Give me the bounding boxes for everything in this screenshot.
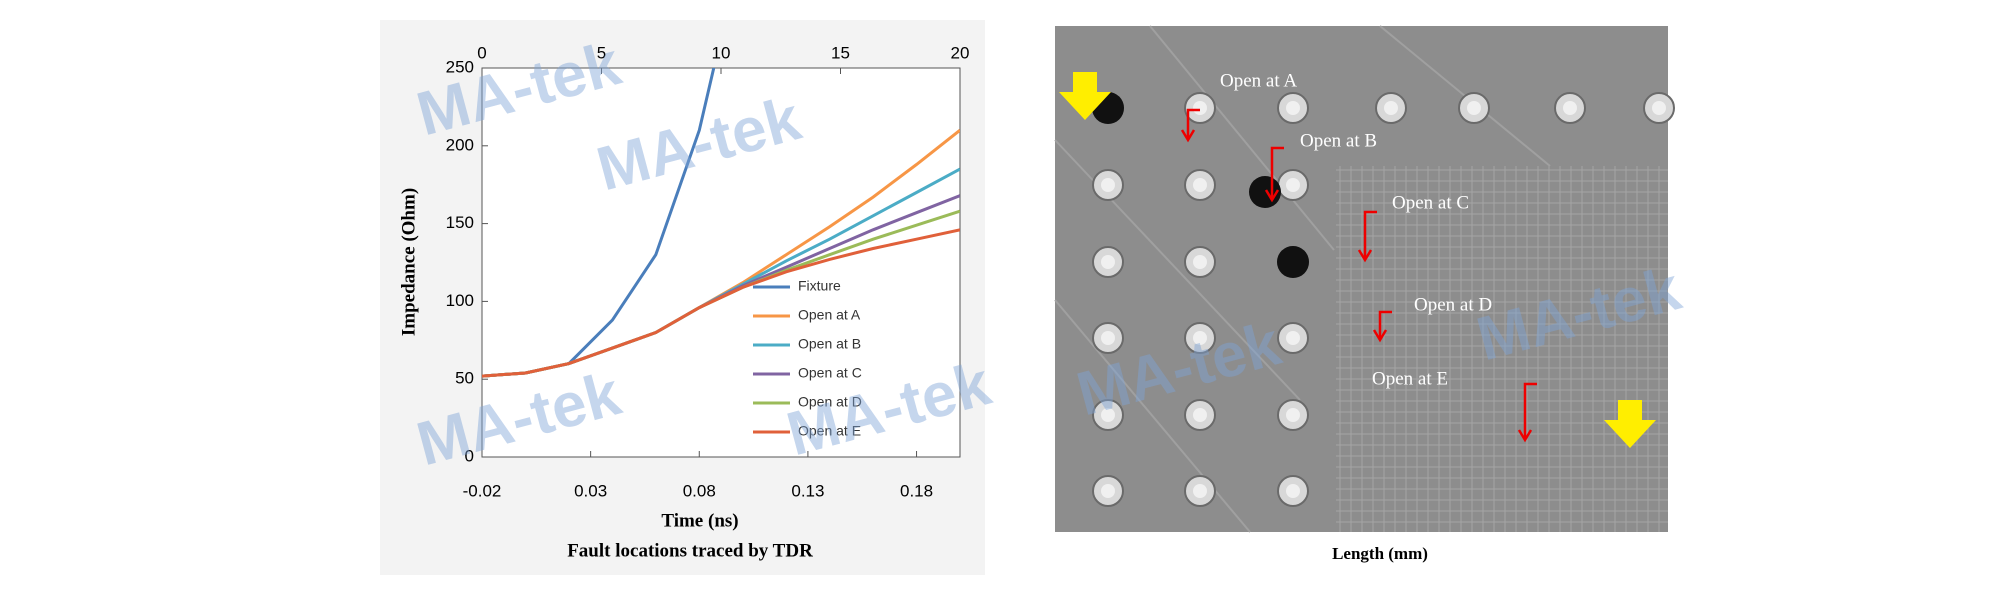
red-arrow <box>1186 108 1200 140</box>
yellow-arrow <box>1059 72 1111 120</box>
y-tick-label: 0 <box>465 446 474 465</box>
x2-tick-label: 20 <box>951 43 970 62</box>
red-arrow-head <box>1264 189 1280 203</box>
x-tick-label: 0.08 <box>683 481 716 500</box>
x2-tick-label: 5 <box>597 43 606 62</box>
pad-center <box>1384 101 1398 115</box>
pad-center <box>1101 331 1115 345</box>
red-arrow-head <box>1372 329 1388 343</box>
red-arrow <box>1378 310 1392 340</box>
pad-center <box>1286 101 1300 115</box>
red-arrow-head <box>1517 429 1533 443</box>
pad-center <box>1193 255 1207 269</box>
pad-center <box>1286 331 1300 345</box>
photo-x-label: Length (mm) <box>1332 544 1428 563</box>
x2-tick-label: 15 <box>831 43 850 62</box>
x-tick-label: 0.13 <box>791 481 824 500</box>
legend-label: Open at A <box>798 307 861 323</box>
x2-tick-label: 10 <box>712 43 731 62</box>
pad-center <box>1652 101 1666 115</box>
y-tick-label: 100 <box>446 291 474 310</box>
trace <box>1149 25 1335 251</box>
pad-center <box>1193 178 1207 192</box>
lines <box>482 68 960 378</box>
photo-content: Open at A Open at B Open at C Open at D Open… <box>1054 25 1675 533</box>
pad-center <box>1286 178 1300 192</box>
x-tick-label: 0.18 <box>900 481 933 500</box>
legend-label: Fixture <box>798 278 841 294</box>
plot-area <box>481 67 961 458</box>
pad-center <box>1101 178 1115 192</box>
x2-tick-label: 0 <box>477 43 486 62</box>
fault-label: Open at E <box>1372 368 1448 389</box>
pad-center <box>1193 408 1207 422</box>
y-tick-label: 50 <box>455 369 474 388</box>
x-tick-label: 0.03 <box>574 481 607 500</box>
pad-center <box>1193 331 1207 345</box>
red-arrow <box>1270 146 1284 200</box>
caption: Fault locations traced by TDR <box>567 540 813 561</box>
y-tick-label: 200 <box>446 135 474 154</box>
red-arrow-head <box>1357 249 1373 263</box>
void <box>1277 246 1309 278</box>
pad-center <box>1101 255 1115 269</box>
y-tick-label: 250 <box>446 57 474 76</box>
y-tick-label: 150 <box>446 213 474 232</box>
fault-label: Open at A <box>1220 70 1297 91</box>
pad-center <box>1193 484 1207 498</box>
fault-label: Open at B <box>1300 130 1377 151</box>
red-arrow-head <box>1180 129 1196 143</box>
yellow-arrow <box>1604 400 1656 448</box>
pad-center <box>1101 408 1115 422</box>
x-tick-label: -0.02 <box>463 481 502 500</box>
legend-label: Open at E <box>798 423 861 439</box>
pad-center <box>1193 101 1207 115</box>
legend-label: Open at C <box>798 365 862 381</box>
fault-label: Open at D <box>1414 294 1492 315</box>
y-axis-label: Impedance (Ohm) <box>398 188 419 336</box>
pad-center <box>1467 101 1481 115</box>
fault-label: Open at C <box>1392 192 1469 213</box>
series-line <box>482 228 960 378</box>
red-arrow <box>1363 210 1377 260</box>
pad-center <box>1286 408 1300 422</box>
trace <box>1054 299 1251 533</box>
pad-center <box>1286 484 1300 498</box>
x-axis-label: Time (ns) <box>661 510 738 531</box>
legend-label: Open at D <box>798 394 862 410</box>
red-arrow <box>1523 382 1537 440</box>
legend-label: Open at B <box>798 336 861 352</box>
pad-center <box>1101 484 1115 498</box>
pad-center <box>1563 101 1577 115</box>
